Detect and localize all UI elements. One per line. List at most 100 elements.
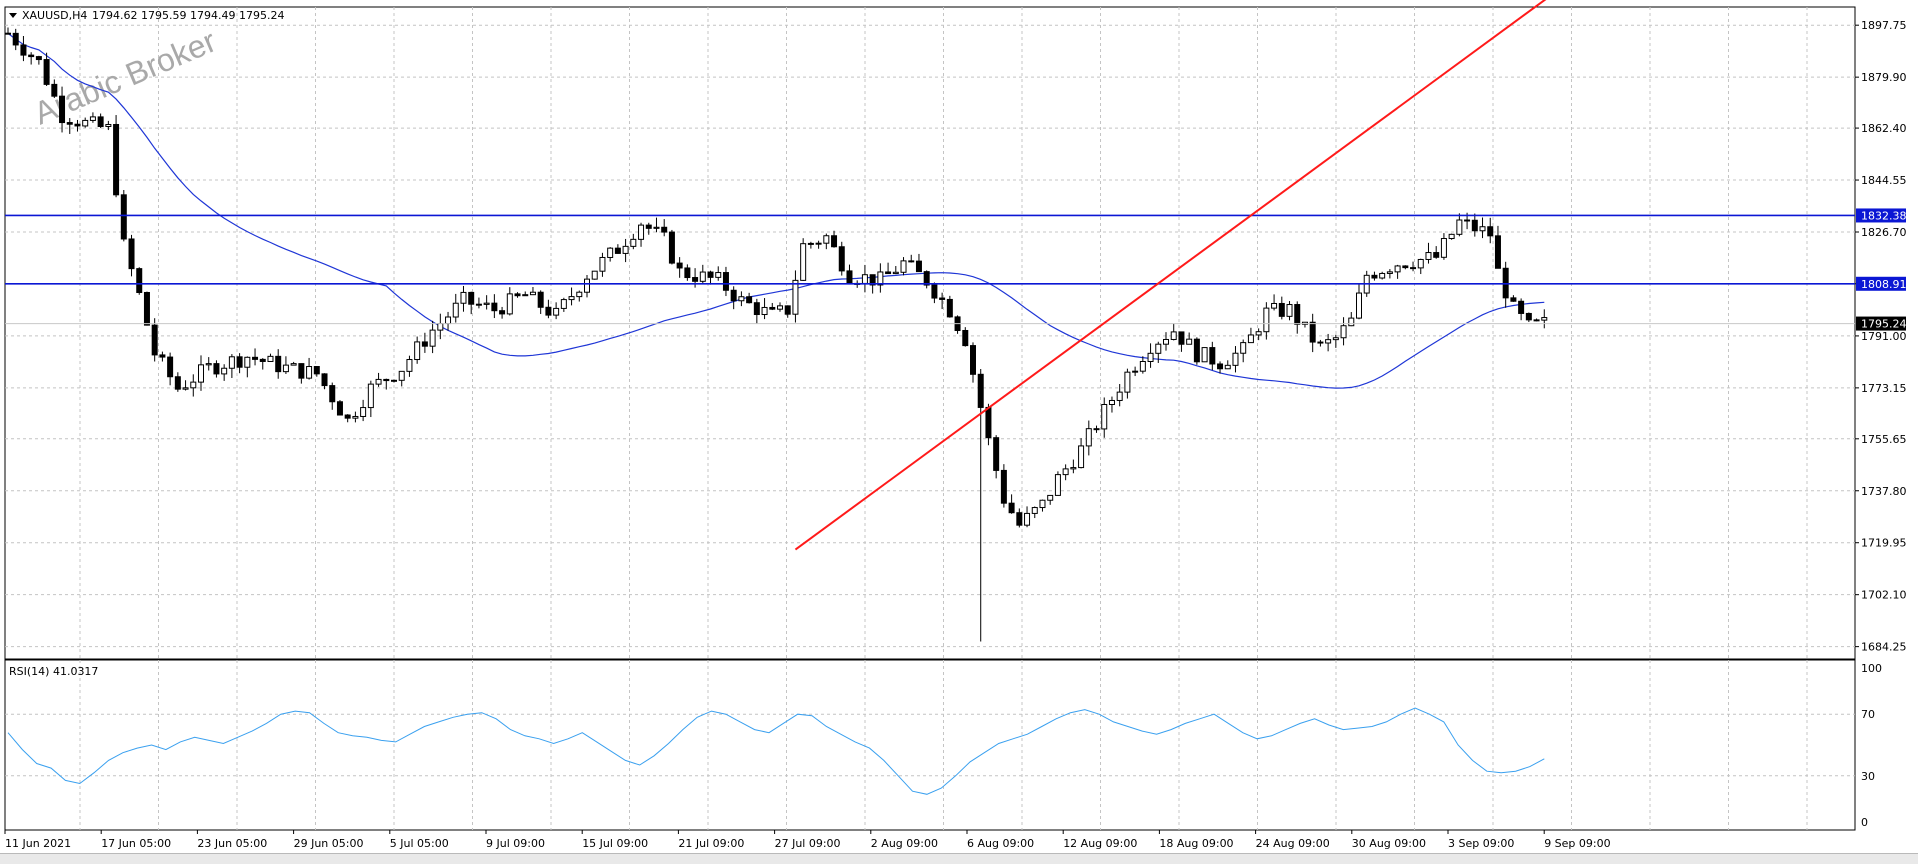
candle-body bbox=[838, 246, 845, 272]
candle-body bbox=[815, 242, 822, 245]
candle-body bbox=[35, 56, 42, 61]
rsi-axis-label: 70 bbox=[1861, 708, 1875, 721]
candle-body bbox=[120, 194, 127, 240]
candle-body bbox=[151, 324, 158, 356]
level-badge bbox=[1856, 208, 1906, 223]
candle-body bbox=[877, 271, 884, 286]
candle-body bbox=[792, 279, 799, 315]
x-tick-label: 2 Aug 09:00 bbox=[871, 837, 938, 850]
level-badge-label: 1832.38 bbox=[1861, 209, 1907, 222]
candle-body bbox=[1085, 428, 1092, 447]
candle-body bbox=[128, 238, 135, 270]
candle-body bbox=[1209, 347, 1216, 365]
candle-body bbox=[329, 385, 336, 403]
x-tick-label: 29 Jun 05:00 bbox=[294, 837, 364, 850]
x-tick-label: 15 Jul 09:00 bbox=[582, 837, 648, 850]
candle-body bbox=[861, 274, 868, 284]
candle-body bbox=[1024, 512, 1031, 526]
x-tick-label: 12 Aug 09:00 bbox=[1063, 837, 1137, 850]
candle-body bbox=[1016, 512, 1023, 526]
candle-body bbox=[1309, 321, 1316, 343]
price-pane[interactable] bbox=[4, 6, 1856, 660]
candle-body bbox=[1039, 499, 1046, 509]
candle-body bbox=[313, 366, 320, 375]
candle-body bbox=[653, 226, 660, 229]
price-axis: 1897.75 1879.90 1862.40 1844.55 1826.70 1808.… bbox=[1855, 19, 1907, 654]
candle-body bbox=[993, 437, 1000, 471]
candle-body bbox=[1294, 304, 1301, 325]
rsi-axis: 100 70 30 0 bbox=[1861, 662, 1882, 829]
candle-body bbox=[59, 95, 66, 124]
candle-body bbox=[1487, 226, 1494, 237]
symbol-tabs-strip[interactable] bbox=[0, 853, 1918, 864]
candle-body bbox=[290, 363, 297, 366]
current-price-badge bbox=[1856, 316, 1906, 331]
candle-body bbox=[1000, 469, 1007, 504]
candle-body bbox=[468, 291, 475, 305]
candle-body bbox=[715, 272, 722, 278]
trendline-layer[interactable] bbox=[794, 0, 1855, 551]
candle-body bbox=[491, 302, 498, 312]
candles[interactable] bbox=[5, 27, 1548, 642]
candle-body bbox=[730, 289, 737, 302]
level-badge-label: 1808.91 bbox=[1861, 278, 1907, 291]
candle-body bbox=[1371, 274, 1378, 279]
moving-average bbox=[7, 32, 1545, 389]
candle-body bbox=[275, 355, 282, 373]
candle-body bbox=[398, 370, 405, 381]
candle-body bbox=[1533, 319, 1540, 322]
candle-body bbox=[205, 363, 212, 366]
candle-body bbox=[614, 247, 621, 254]
candle-body bbox=[1340, 325, 1347, 339]
candle-body bbox=[1417, 258, 1424, 269]
candle-body bbox=[1379, 272, 1386, 279]
candle-body bbox=[244, 356, 251, 368]
candle-body bbox=[174, 376, 181, 390]
candle-body bbox=[198, 364, 204, 383]
y-tick-label: 1879.90 bbox=[1861, 71, 1907, 84]
candle-body bbox=[1116, 391, 1123, 401]
candle-body bbox=[336, 401, 343, 416]
candle-body bbox=[136, 268, 143, 293]
y-tick-label: 1826.70 bbox=[1861, 226, 1907, 239]
horizontal-levels[interactable] bbox=[5, 214, 1855, 325]
candle-body bbox=[892, 271, 899, 275]
candle-body bbox=[584, 278, 590, 293]
candle-body bbox=[1325, 339, 1332, 344]
price-badges: 1832.38 1808.91 1795.24 bbox=[1856, 208, 1907, 331]
x-tick-label: 30 Aug 09:00 bbox=[1352, 837, 1426, 850]
candle-body bbox=[946, 298, 953, 318]
candle-body bbox=[1479, 226, 1486, 232]
candle-body bbox=[1464, 219, 1471, 222]
ma-line bbox=[7, 32, 1545, 389]
candle-body bbox=[560, 299, 567, 309]
candle-body bbox=[1178, 331, 1185, 345]
candle-body bbox=[321, 373, 328, 387]
y-tick-label: 1897.75 bbox=[1861, 19, 1907, 32]
candle-body bbox=[143, 291, 150, 326]
candle-body bbox=[1263, 307, 1270, 333]
candle-body bbox=[1031, 507, 1038, 514]
candle-body bbox=[568, 296, 575, 301]
candle-body bbox=[823, 235, 830, 244]
x-tick-label: 24 Aug 09:00 bbox=[1256, 837, 1330, 850]
current-price-label: 1795.24 bbox=[1861, 318, 1907, 331]
candle-body bbox=[167, 356, 174, 378]
x-tick-label: 9 Sep 09:00 bbox=[1544, 837, 1610, 850]
trendline bbox=[794, 0, 1547, 551]
candle-body bbox=[499, 310, 506, 315]
rsi-polyline bbox=[7, 707, 1545, 795]
candle-body bbox=[74, 123, 81, 127]
candle-body bbox=[1224, 364, 1231, 370]
candle-body bbox=[962, 329, 969, 347]
rsi-pane[interactable] bbox=[4, 659, 1856, 831]
candle-body bbox=[236, 356, 243, 368]
chart-menu-triangle-icon[interactable] bbox=[9, 13, 17, 18]
candle-body bbox=[753, 302, 760, 316]
candle-body bbox=[1494, 235, 1501, 269]
candle-body bbox=[82, 119, 89, 127]
candle-body bbox=[105, 123, 112, 127]
candle-body bbox=[159, 354, 166, 358]
candle-body bbox=[939, 297, 946, 300]
